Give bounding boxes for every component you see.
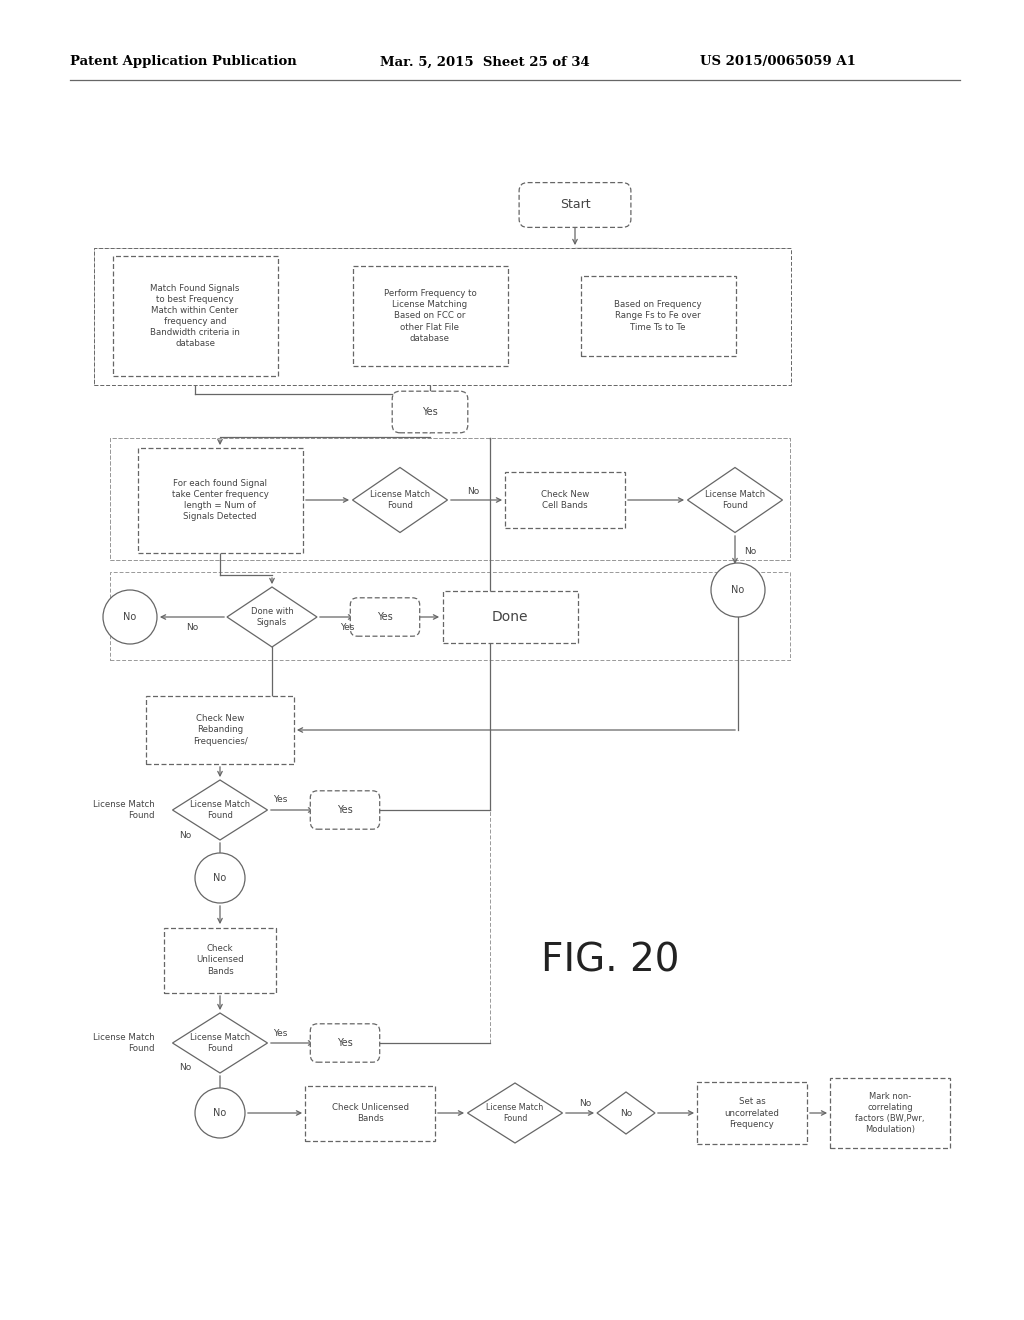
Bar bbox=[137, 447, 302, 553]
Text: No: No bbox=[579, 1100, 591, 1109]
Text: Perform Frequency to
License Matching
Based on FCC or
other Flat File
database: Perform Frequency to License Matching Ba… bbox=[384, 289, 476, 343]
Text: License Match
Found: License Match Found bbox=[93, 800, 155, 820]
Text: No: No bbox=[179, 830, 191, 840]
Text: Yes: Yes bbox=[340, 623, 354, 631]
Text: License Match
Found: License Match Found bbox=[189, 1034, 250, 1053]
Text: License Match
Found: License Match Found bbox=[93, 1034, 155, 1053]
Text: Yes: Yes bbox=[422, 407, 438, 417]
Text: Based on Frequency
Range Fs to Fe over
Time Ts to Te: Based on Frequency Range Fs to Fe over T… bbox=[614, 301, 701, 331]
Circle shape bbox=[711, 564, 765, 616]
Bar bbox=[581, 276, 735, 356]
Text: For each found Signal
take Center frequency
length = Num of
Signals Detected: For each found Signal take Center freque… bbox=[172, 479, 268, 521]
Text: Yes: Yes bbox=[272, 1028, 287, 1038]
Bar bbox=[110, 438, 790, 560]
Polygon shape bbox=[172, 1012, 267, 1073]
Bar bbox=[697, 1082, 807, 1144]
Polygon shape bbox=[352, 467, 447, 532]
Text: Yes: Yes bbox=[377, 612, 393, 622]
Bar bbox=[164, 928, 276, 993]
Text: No: No bbox=[213, 1107, 226, 1118]
Bar bbox=[830, 1078, 950, 1148]
Text: Check
Unlicensed
Bands: Check Unlicensed Bands bbox=[197, 944, 244, 975]
Text: Yes: Yes bbox=[337, 1038, 353, 1048]
Text: Mar. 5, 2015  Sheet 25 of 34: Mar. 5, 2015 Sheet 25 of 34 bbox=[380, 55, 590, 69]
Bar bbox=[505, 473, 625, 528]
FancyBboxPatch shape bbox=[310, 791, 380, 829]
Polygon shape bbox=[597, 1092, 655, 1134]
Text: No: No bbox=[186, 623, 198, 631]
Text: Yes: Yes bbox=[272, 796, 287, 804]
Bar bbox=[305, 1085, 435, 1140]
Bar bbox=[146, 696, 294, 764]
Text: US 2015/0065059 A1: US 2015/0065059 A1 bbox=[700, 55, 856, 69]
Text: No: No bbox=[123, 612, 136, 622]
Text: Mark non-
correlating
factors (BW,Pwr,
Modulation): Mark non- correlating factors (BW,Pwr, M… bbox=[855, 1092, 925, 1134]
Circle shape bbox=[195, 853, 245, 903]
Text: No: No bbox=[467, 487, 479, 496]
Text: Match Found Signals
to best Frequency
Match within Center
frequency and
Bandwidt: Match Found Signals to best Frequency Ma… bbox=[151, 284, 240, 348]
Bar bbox=[94, 248, 790, 385]
Polygon shape bbox=[687, 467, 782, 532]
Bar bbox=[93, 248, 791, 384]
Text: Set as
uncorrelated
Frequency: Set as uncorrelated Frequency bbox=[725, 1097, 779, 1129]
Text: No: No bbox=[743, 548, 756, 557]
Text: Start: Start bbox=[560, 198, 590, 211]
Text: License Match
Found: License Match Found bbox=[189, 800, 250, 820]
Text: License Match
Found: License Match Found bbox=[486, 1104, 544, 1123]
Circle shape bbox=[195, 1088, 245, 1138]
FancyBboxPatch shape bbox=[350, 598, 420, 636]
Text: No: No bbox=[213, 873, 226, 883]
Text: Yes: Yes bbox=[337, 805, 353, 814]
Bar bbox=[110, 572, 790, 660]
Bar bbox=[113, 256, 278, 376]
FancyBboxPatch shape bbox=[519, 182, 631, 227]
Polygon shape bbox=[227, 587, 317, 647]
Text: Done with
Signals: Done with Signals bbox=[251, 607, 293, 627]
Text: Check New
Cell Bands: Check New Cell Bands bbox=[541, 490, 589, 510]
Text: License Match
Found: License Match Found bbox=[705, 490, 765, 510]
Text: FIG. 20: FIG. 20 bbox=[541, 941, 679, 979]
FancyBboxPatch shape bbox=[392, 391, 468, 433]
Polygon shape bbox=[468, 1082, 562, 1143]
Bar bbox=[110, 438, 790, 560]
Circle shape bbox=[103, 590, 157, 644]
FancyBboxPatch shape bbox=[310, 1024, 380, 1063]
Text: License Match
Found: License Match Found bbox=[370, 490, 430, 510]
Text: Check New
Rebanding
Frequencies/: Check New Rebanding Frequencies/ bbox=[193, 714, 248, 746]
Text: Check Unlicensed
Bands: Check Unlicensed Bands bbox=[332, 1104, 409, 1123]
Polygon shape bbox=[172, 780, 267, 840]
Bar bbox=[352, 267, 508, 366]
Bar bbox=[442, 591, 578, 643]
Text: Patent Application Publication: Patent Application Publication bbox=[70, 55, 297, 69]
Text: Done: Done bbox=[492, 610, 528, 624]
Text: No: No bbox=[179, 1064, 191, 1072]
Text: No: No bbox=[731, 585, 744, 595]
Text: No: No bbox=[620, 1109, 632, 1118]
